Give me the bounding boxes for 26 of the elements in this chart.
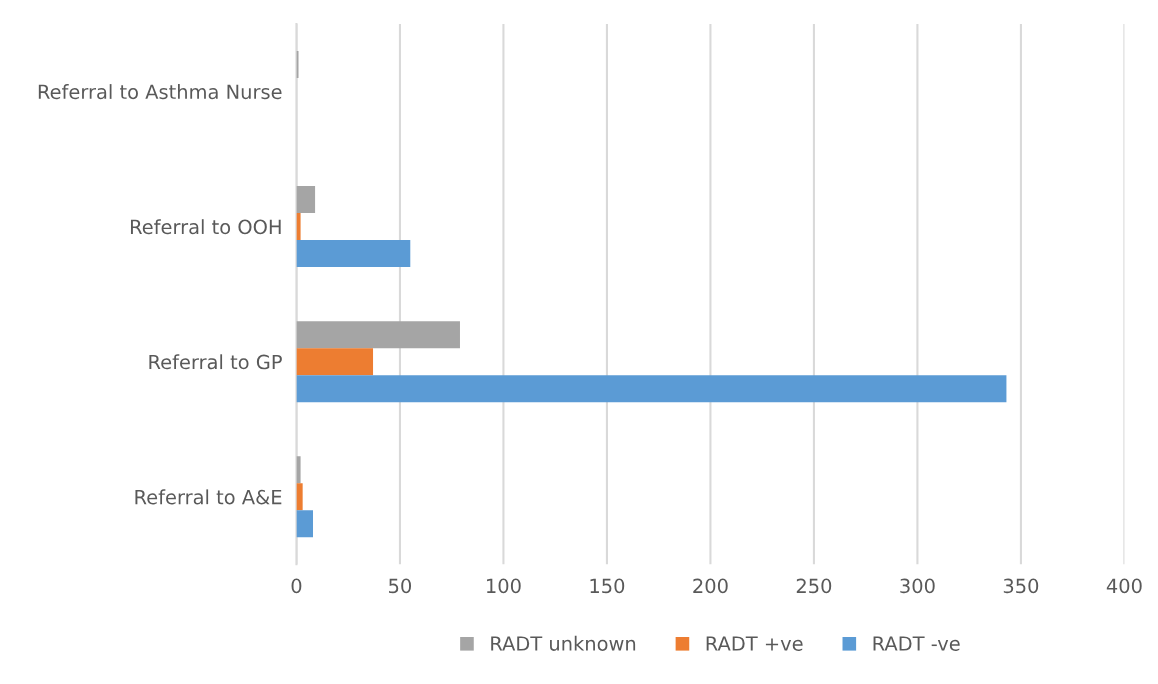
x-tick-label: 400 [1106,578,1142,594]
x-tick-label: 250 [796,578,832,594]
bar [296,213,301,241]
x-tick-label: 200 [693,578,728,594]
bar [296,321,460,349]
y-tick-label: Referral to GP [149,354,282,370]
bar [296,50,299,78]
bar [296,456,301,484]
x-tick-label: 0 [291,578,302,594]
y-tick-label: Referral to Asthma Nurse [38,84,282,100]
x-tick-label: 350 [1003,578,1039,594]
x-tick-label: 300 [900,578,935,594]
x-tick-label: 100 [487,578,521,594]
bar [296,186,316,214]
y-tick-label: Referral to A&E [135,489,282,505]
bar [296,348,374,376]
x-tick-label: 50 [389,578,412,594]
bar [296,375,1007,403]
legend-label: RADT unknown [491,635,636,651]
y-tick-label: Referral to OOH [130,219,281,235]
bar [296,240,411,268]
bar [296,483,303,511]
legend-label: RADT +ve [706,636,803,651]
x-tick-label: 150 [590,578,625,594]
bar [296,510,314,538]
legend-label: RADT -ve [873,636,960,651]
